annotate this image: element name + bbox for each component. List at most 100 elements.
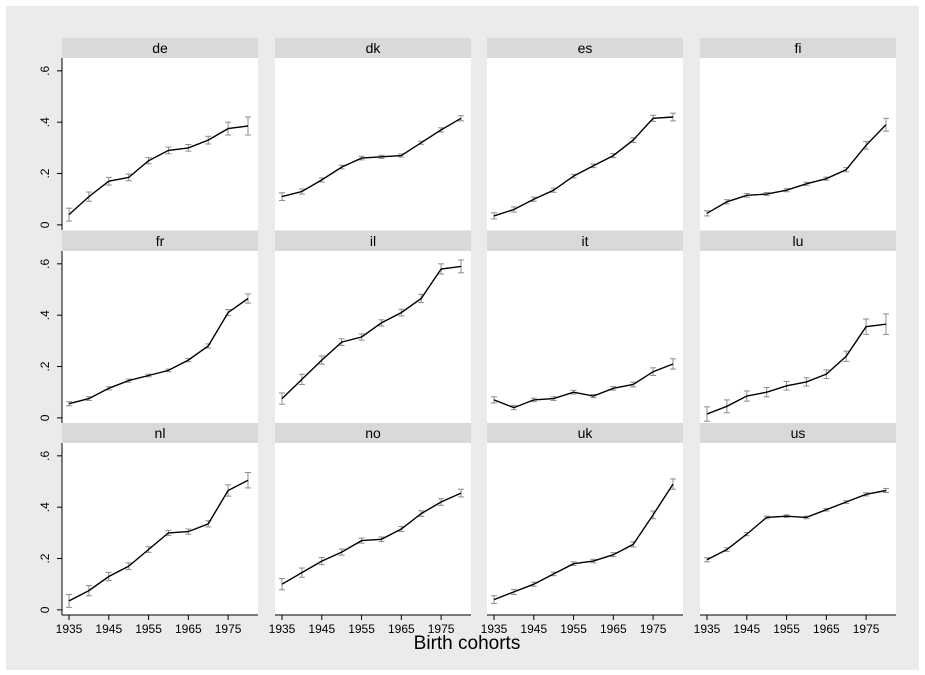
error-bar xyxy=(491,396,497,404)
panel-il: il xyxy=(275,231,471,423)
panel-de: de 0 .2 .4 .6 xyxy=(38,38,258,230)
error-bar xyxy=(704,557,710,563)
panel-strip xyxy=(275,38,471,58)
panel-label: lu xyxy=(793,233,804,249)
panels: de 0 .2 .4 .6 dk es fi fr 0 .2 .4 .6 il it lu nl 0 .2 .4 .6 1… xyxy=(38,38,896,636)
panel-no: no 1935 1945 1955 1965 1975 xyxy=(269,423,471,636)
plot-area xyxy=(700,443,896,615)
x-tick-label: 1935 xyxy=(694,622,721,636)
panel-strip xyxy=(487,231,683,251)
x-tick-label: 1965 xyxy=(600,622,627,636)
series-line xyxy=(68,125,249,216)
x-tick-label: 1945 xyxy=(520,622,547,636)
series-line xyxy=(493,116,674,217)
panel-strip xyxy=(700,423,896,443)
x-tick-label: 1975 xyxy=(640,622,667,636)
plot-area xyxy=(62,58,258,230)
panel-label: no xyxy=(365,425,381,441)
series-line xyxy=(493,363,674,409)
panel-strip xyxy=(700,231,896,251)
x-tick-label: 1955 xyxy=(773,622,800,636)
error-bar xyxy=(883,487,889,494)
panel-lu: lu xyxy=(700,231,896,423)
panel-strip xyxy=(275,423,471,443)
error-bar xyxy=(670,358,676,370)
error-bar xyxy=(245,293,251,304)
y-tick-label: 0 xyxy=(38,221,52,228)
x-tick-label: 1945 xyxy=(733,622,760,636)
x-tick-label: 1965 xyxy=(175,622,202,636)
y-tick-label: .4 xyxy=(38,310,52,320)
plot-area xyxy=(487,58,683,230)
panel-label: il xyxy=(370,233,376,249)
panel-strip xyxy=(62,38,258,58)
panel-label: fi xyxy=(795,40,802,56)
x-tick-label: 1945 xyxy=(308,622,335,636)
panel-label: nl xyxy=(155,425,166,441)
series-line xyxy=(68,479,249,602)
panel-label: fr xyxy=(156,233,165,249)
y-tick-label: 0 xyxy=(38,606,52,613)
series-line xyxy=(706,489,887,561)
panel-label: es xyxy=(578,40,593,56)
panel-us: us 1935 1945 1955 1965 1975 xyxy=(694,423,896,636)
error-bar xyxy=(704,406,710,422)
y-tick-label: .6 xyxy=(38,451,52,461)
x-tick-label: 1975 xyxy=(215,622,242,636)
y-tick-label: .2 xyxy=(38,361,52,371)
x-tick-label: 1965 xyxy=(388,622,415,636)
error-bar xyxy=(279,392,285,405)
panel-uk: uk 1935 1945 1955 1965 1975 xyxy=(481,423,683,636)
series-line xyxy=(706,124,887,214)
x-tick-label: 1975 xyxy=(853,622,880,636)
x-tick-label: 1975 xyxy=(428,622,455,636)
series-line xyxy=(68,297,249,405)
x-tick-label: 1935 xyxy=(481,622,508,636)
error-bar xyxy=(883,313,889,335)
plot-area xyxy=(275,443,471,615)
x-tick-label: 1965 xyxy=(813,622,840,636)
y-tick-label: .4 xyxy=(38,502,52,512)
plot-area xyxy=(62,251,258,423)
panel-it: it xyxy=(487,231,683,423)
panel-label: dk xyxy=(366,40,382,56)
plot-area xyxy=(700,251,896,423)
panel-strip xyxy=(62,423,258,443)
panel-fi: fi xyxy=(700,38,896,230)
error-bar xyxy=(279,192,285,201)
x-tick-label: 1935 xyxy=(269,622,296,636)
series-line xyxy=(281,492,462,585)
x-tick-label: 1955 xyxy=(348,622,375,636)
y-tick-label: .4 xyxy=(38,117,52,127)
panel-label: uk xyxy=(578,425,594,441)
panel-strip xyxy=(487,423,683,443)
series-line xyxy=(281,117,462,198)
plot-area xyxy=(275,58,471,230)
x-tick-label: 1955 xyxy=(135,622,162,636)
plot-area xyxy=(487,251,683,423)
panel-strip xyxy=(487,38,683,58)
x-tick-label: 1955 xyxy=(560,622,587,636)
series-line xyxy=(493,483,674,601)
x-axis-title: Birth cohorts xyxy=(414,633,521,654)
x-tick-label: 1945 xyxy=(95,622,122,636)
panel-label: de xyxy=(152,40,168,56)
panel-dk: dk xyxy=(275,38,471,230)
panel-label: us xyxy=(791,425,806,441)
panel-es: es xyxy=(487,38,683,230)
panel-strip xyxy=(62,231,258,251)
series-line xyxy=(281,265,462,400)
panel-label: it xyxy=(582,233,589,249)
panel-strip xyxy=(700,38,896,58)
error-bar xyxy=(670,478,676,490)
y-tick-label: .6 xyxy=(38,66,52,76)
plot-area xyxy=(700,58,896,230)
plot-area xyxy=(275,251,471,423)
panel-nl: nl 0 .2 .4 .6 1935 1945 1955 1965 1975 xyxy=(38,423,258,636)
error-bar xyxy=(66,401,72,407)
y-tick-label: .2 xyxy=(38,553,52,563)
y-tick-label: .6 xyxy=(38,259,52,269)
series-line xyxy=(706,323,887,415)
y-tick-label: 0 xyxy=(38,414,52,421)
